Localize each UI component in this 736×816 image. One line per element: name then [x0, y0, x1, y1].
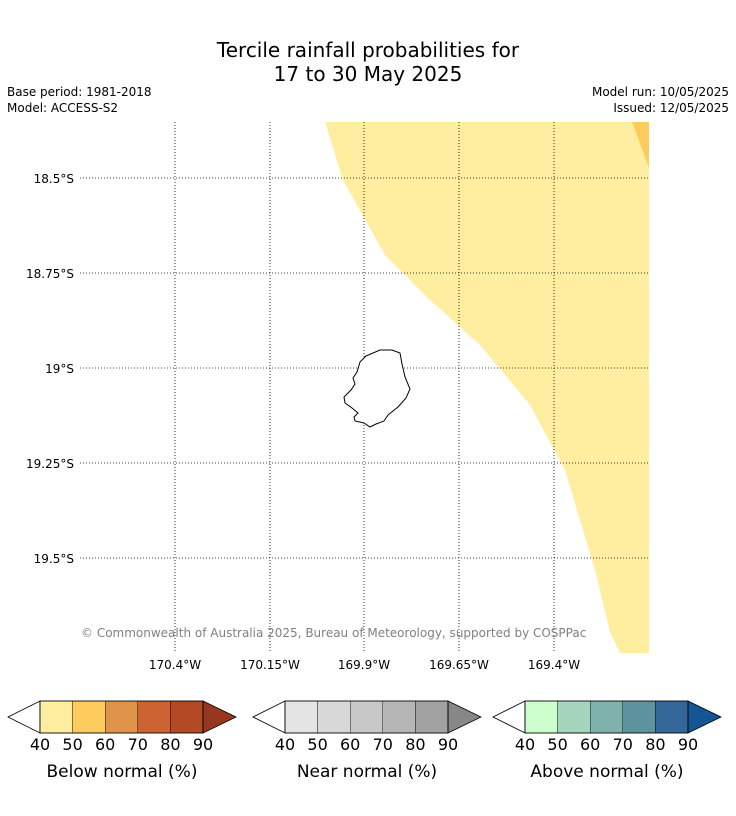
- colorbar-above-normal-tick-70: 70: [612, 735, 633, 754]
- colorbar-below-normal-segment-40: [39, 700, 73, 734]
- map-panel: [80, 122, 649, 653]
- colorbar-near-normal-swatches: [252, 700, 482, 734]
- colorbar-near-normal-tick-50: 50: [307, 735, 328, 754]
- colorbar-above-normal-tick-50: 50: [547, 735, 568, 754]
- colorbar-below-normal-swatches: [7, 700, 237, 734]
- colorbar-below-normal-tick-90: 90: [192, 735, 214, 754]
- colorbar-near-normal-tick-60: 60: [340, 735, 361, 754]
- colorbar-near-normal-lower-extension: [252, 700, 286, 734]
- colorbar-above-normal-segment-70: [622, 700, 656, 734]
- lon-label-169-9: 169.9°W: [337, 658, 391, 672]
- colorbar-below-normal-tick-80: 80: [160, 735, 181, 754]
- colorbar-above-normal-title: Above normal (%): [530, 762, 684, 782]
- gridlines: [80, 122, 649, 653]
- island-coastline: [343, 349, 411, 428]
- colorbar-below-normal-title: Below normal (%): [46, 762, 198, 782]
- base-period: Base period: 1981-2018: [7, 85, 152, 99]
- lat-label-19-5: 19.5°S: [33, 552, 74, 566]
- title-line-1: Tercile rainfall probabilities for: [216, 38, 520, 62]
- lon-label-169-4: 169.4°W: [527, 658, 581, 672]
- colorbar-above-normal-tick-40: 40: [514, 735, 536, 754]
- colorbar-above-normal-swatches: [492, 700, 722, 734]
- title-line-2: 17 to 30 May 2025: [273, 62, 463, 86]
- colorbar-above-normal-tick-80: 80: [645, 735, 666, 754]
- lat-label-18-75: 18.75°S: [26, 267, 74, 281]
- colorbar-above-normal-segment-60: [589, 700, 623, 734]
- colorbar-near-normal-tick-90: 90: [437, 735, 459, 754]
- colorbar-above-normal-segment-40: [524, 700, 558, 734]
- below-normal-50-region: [325, 122, 649, 653]
- colorbar-near-normal-tick-80: 80: [405, 735, 426, 754]
- meta-left: Base period: 1981-2018 Model: ACCESS-S2: [7, 84, 152, 116]
- colorbar-above-normal-tick-60: 60: [580, 735, 601, 754]
- colorbar-below-normal-tick-70: 70: [127, 735, 148, 754]
- colorbar-near-normal-segment-50: [317, 700, 351, 734]
- colorbar-below-normal-segment-80: [170, 700, 204, 734]
- colorbar-near-normal-segment-70: [382, 700, 416, 734]
- colorbar-near-normal-title: Near normal (%): [296, 762, 438, 782]
- meta-right: Model run: 10/05/2025 Issued: 12/05/2025: [592, 84, 729, 116]
- colorbar-below-normal-segment-60: [104, 700, 138, 734]
- colorbar-above-normal-lower-extension: [492, 700, 526, 734]
- lat-label-18-5: 18.5°S: [33, 172, 74, 186]
- copyright-notice: © Commonwealth of Australia 2025, Bureau…: [81, 626, 587, 640]
- colorbar-above-normal: Above normal (%) 40 50 60 70 80 90: [492, 700, 722, 790]
- colorbar-below-normal-tick-60: 60: [95, 735, 116, 754]
- colorbar-below-normal-tick-50: 50: [62, 735, 83, 754]
- colorbar-near-normal-upper-extension: [447, 700, 482, 734]
- colorbar-near-normal-segment-40: [284, 700, 318, 734]
- colorbar-above-normal-segment-50: [557, 700, 591, 734]
- colorbar-above-normal-segment-80: [655, 700, 689, 734]
- below-normal-60-region: [632, 122, 649, 168]
- colorbar-near-normal: Near normal (%) 40 50 60 70 80 90: [252, 700, 482, 790]
- lon-label-170-15: 170.15°W: [240, 658, 300, 672]
- colorbar-near-normal-tick-70: 70: [372, 735, 393, 754]
- colorbar-near-normal-segment-60: [349, 700, 383, 734]
- colorbar-below-normal-upper-extension: [202, 700, 237, 734]
- colorbar-below-normal: Below normal (%) 40 50 60 70 80 90: [7, 700, 237, 790]
- colorbar-near-normal-tick-40: 40: [274, 735, 296, 754]
- colorbar-below-normal-segment-50: [72, 700, 106, 734]
- colorbar-below-normal-segment-70: [137, 700, 171, 734]
- colorbar-above-normal-outline: [524, 700, 689, 734]
- colorbar-below-normal-outline: [39, 700, 204, 734]
- lat-label-19: 19°S: [45, 362, 74, 376]
- colorbar-below-normal-lower-extension: [7, 700, 41, 734]
- colorbar-above-normal-tick-90: 90: [677, 735, 699, 754]
- lon-label-169-65: 169.65°W: [429, 658, 489, 672]
- colorbar-near-normal-outline: [284, 700, 449, 734]
- lon-label-170-4: 170.4°W: [148, 658, 202, 672]
- colorbar-above-normal-upper-extension: [687, 700, 722, 734]
- colorbar-below-normal-tick-40: 40: [29, 735, 51, 754]
- map-title: Tercile rainfall probabilities for 17 to…: [0, 38, 736, 86]
- model-name: Model: ACCESS-S2: [7, 101, 119, 115]
- colorbar-near-normal-segment-80: [415, 700, 449, 734]
- model-run: Model run: 10/05/2025: [591, 85, 729, 99]
- lat-label-19-25: 19.25°S: [26, 457, 74, 471]
- issued-date: Issued: 12/05/2025: [613, 101, 729, 115]
